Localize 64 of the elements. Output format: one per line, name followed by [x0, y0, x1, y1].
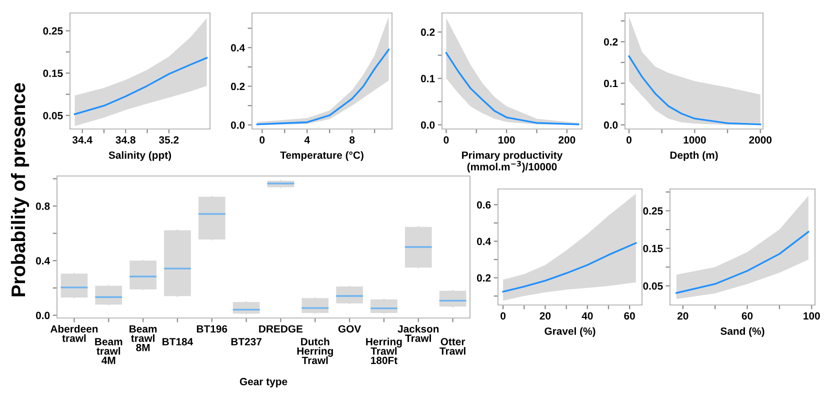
x-tick-label: 100	[498, 136, 515, 144]
x-tick-label: 0	[626, 136, 632, 144]
x-tick-label: Beam trawl 8M	[130, 325, 157, 352]
line-series	[256, 48, 390, 126]
y-tick-label: 0.1	[420, 74, 435, 82]
y-tick-label: 0.05	[43, 112, 63, 120]
x-tick-label: 60	[742, 312, 753, 320]
x-axis-title: Primary productivity (mmol.m$^{−3}$)/10000	[462, 151, 563, 172]
y-tick-label: 0.15	[43, 70, 63, 77]
x-axis-title: Gear type	[240, 378, 288, 388]
x-tick-label: 4	[304, 136, 310, 144]
x-axis-title: Gravel (%)	[544, 327, 596, 337]
y-tick-label: 0.0	[420, 121, 435, 129]
x-tick-label: 20	[677, 312, 688, 320]
y-tick-label: 0.1	[604, 80, 618, 88]
line-series	[502, 242, 637, 292]
x-tick-label: 8	[350, 136, 355, 144]
y-tick-label: 0.0	[604, 121, 618, 129]
line-series	[445, 52, 580, 126]
x-tick-label: 1000	[684, 136, 706, 144]
x-tick-label: 0	[500, 312, 506, 320]
line-series	[676, 230, 810, 294]
y-tick-label: 0.2	[420, 28, 435, 36]
y-tick-label: 0.6	[476, 201, 491, 209]
x-tick-label: 34.4	[72, 136, 92, 144]
y-tick-label: 0.25	[643, 207, 663, 215]
y-tick-label: 0.05	[643, 282, 663, 290]
x-tick-label: 200	[558, 136, 576, 144]
x-tick-label: 34.8	[116, 136, 136, 144]
y-tick-label: 0.0	[36, 312, 50, 320]
x-axis-title: Sand (%)	[720, 327, 764, 337]
y-tick-label: 0.2	[476, 274, 491, 282]
x-tick-label: 0	[260, 136, 265, 144]
y-tick-label: 0.2	[604, 38, 618, 46]
x-tick-label: Otter Trawl	[440, 338, 466, 355]
x-tick-label: 40	[582, 312, 593, 320]
x-tick-label: BT196	[196, 325, 228, 333]
y-tick-label: 0.2	[230, 82, 245, 90]
x-tick-label: 2000	[749, 136, 772, 144]
x-axis-title: Salinity (ppt)	[108, 151, 172, 161]
x-tick-label: Dutch Herring Trawl	[297, 338, 333, 364]
y-tick-label: 0.15	[643, 244, 663, 252]
x-tick-label: Herring Trawl 180Ft	[366, 338, 402, 364]
x-tick-label: 0	[444, 136, 449, 144]
x-tick-label: 20	[540, 312, 551, 320]
y-tick-label: 0.8	[36, 202, 50, 210]
x-tick-label: GOV	[338, 325, 362, 333]
y-tick-label: 0.4	[476, 238, 491, 246]
x-tick-label: 60	[624, 312, 635, 320]
line-series	[74, 57, 208, 116]
x-tick-label: 100	[804, 312, 820, 320]
y-tick-label: 0.4	[36, 257, 50, 265]
x-axis-title: Depth (m)	[670, 151, 718, 161]
x-tick-label: 35.2	[158, 136, 179, 144]
y-tick-label: 0.0	[230, 121, 245, 129]
x-tick-label: BT184	[162, 338, 194, 346]
y-axis-title: Probability of presence	[10, 83, 30, 296]
y-tick-label: 0.4	[230, 44, 245, 52]
line-series	[628, 55, 762, 126]
x-tick-label: Beam trawl 4M	[95, 338, 122, 364]
x-axis-title: Temperature (°C)	[280, 151, 364, 161]
x-tick-label: BT237	[231, 338, 262, 346]
x-tick-label: DREDGE	[259, 325, 303, 333]
y-tick-label: 0.25	[43, 27, 63, 35]
